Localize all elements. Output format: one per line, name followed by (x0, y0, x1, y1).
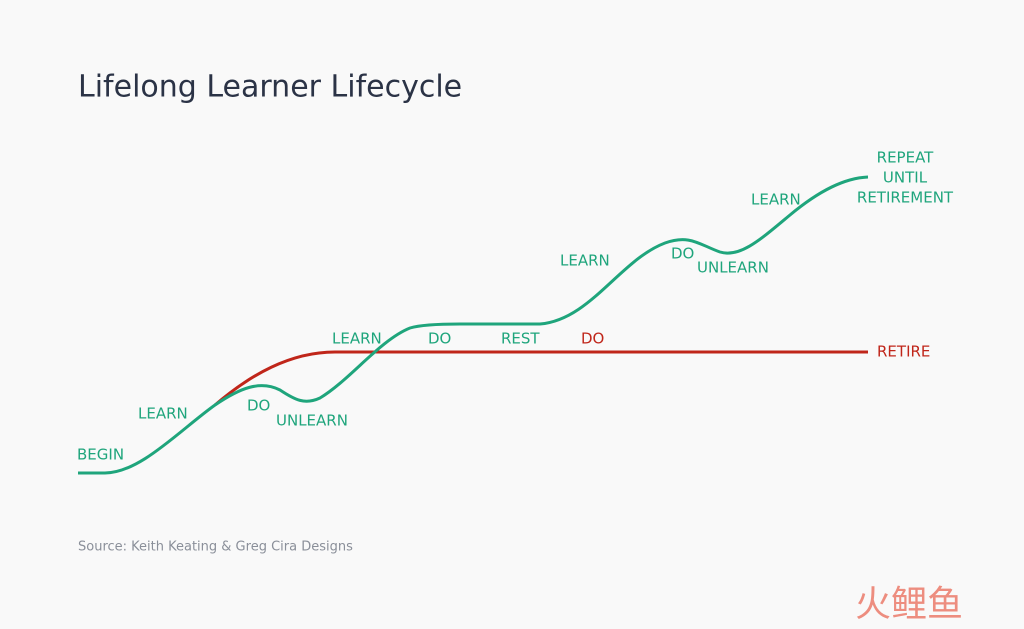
learner-curve (78, 175, 869, 475)
label: REPEAT (877, 149, 935, 167)
label: BEGIN (77, 446, 124, 464)
source: Source: Keith Keating & Greg Cira Design… (78, 540, 353, 555)
label: RETIREMENT (857, 189, 954, 207)
label: REST (501, 330, 540, 348)
label: LEARN (560, 252, 610, 270)
label: UNTIL (883, 169, 928, 187)
retire-curve (214, 350, 868, 407)
label: LEARN (751, 191, 801, 209)
label: DO (247, 397, 270, 415)
label: UNLEARN (697, 259, 769, 277)
label: DO (671, 245, 694, 263)
label: DO (581, 330, 604, 348)
label: UNLEARN (276, 412, 348, 430)
label: LEARN (138, 405, 188, 423)
label: LEARN (332, 330, 382, 348)
watermark: 火鲤鱼 (855, 584, 963, 625)
label: RETIRE (877, 343, 930, 361)
title: Lifelong Learner Lifecycle (78, 70, 462, 105)
label: DO (428, 330, 451, 348)
